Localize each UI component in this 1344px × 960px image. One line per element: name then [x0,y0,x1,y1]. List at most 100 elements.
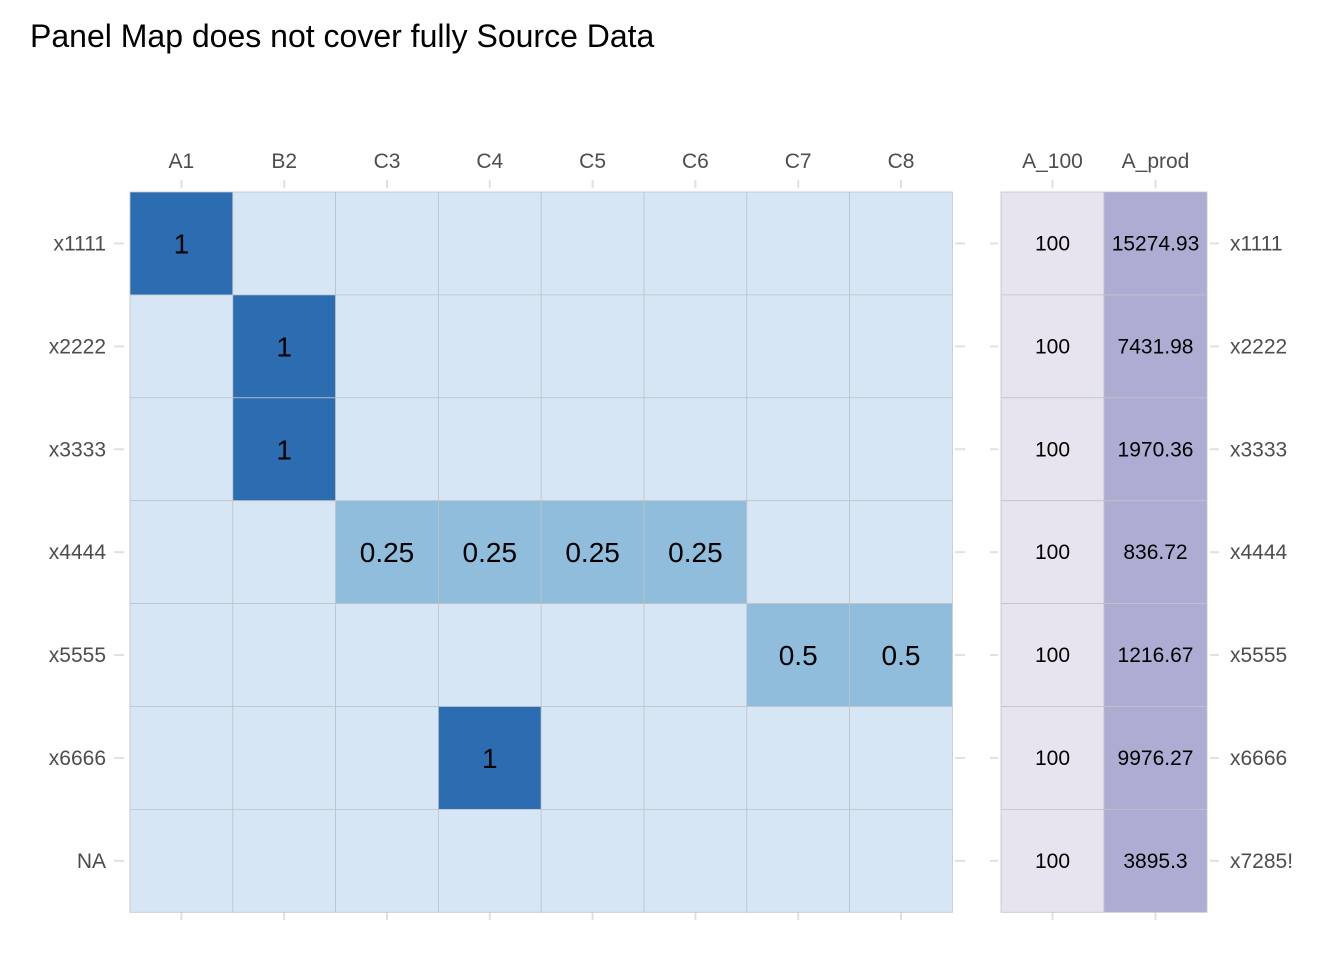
a100-value-label-x5555: 100 [1035,644,1070,667]
heatmap-cell-x4444-c5 [540,500,645,605]
y-tick-label-x2222: x2222 [49,335,106,358]
heatmap-cell-x4444-a1 [129,500,234,605]
x-tick-label-c5: C5 [579,150,606,173]
a100-cell-x1111 [1000,191,1105,296]
x-tick-label-c8: C8 [888,150,915,173]
cell-value-label-x4444-c6: 0.25 [668,537,723,568]
heatmap-cell-x1111-b2 [232,191,337,296]
aprod-cell-x5555 [1103,603,1208,707]
heatmap-cell-x4444-c6 [643,500,748,605]
x-tick-label-a-prod: A_prod [1122,150,1190,173]
cell-value-label-x1111-a1: 1 [174,228,190,259]
aprod-value-label-x1111: 15274.93 [1112,232,1200,255]
heatmap-cell-x3333-c3 [335,397,439,502]
heatmap-cell-x4444-b2 [232,500,337,605]
aprod-value-label-x6666: 9976.27 [1118,747,1194,770]
y-tick-label-right-x1111: x1111 [1230,232,1283,255]
heatmap-cell-x6666-a1 [129,706,234,810]
heatmap-cell-x6666-c7 [746,706,850,810]
aprod-cell-x1111 [1103,191,1208,296]
a100-value-label-x2222: 100 [1035,335,1070,358]
heatmap-cell-x5555-c4 [437,603,542,707]
heatmap-cell-x3333-a1 [129,397,234,502]
a100-cell-x2222 [1000,294,1105,399]
y-tick-label-x1111: x1111 [53,232,106,255]
aprod-value-label-x4444: 836.72 [1123,541,1187,564]
heatmap-cell-x3333-c7 [746,397,850,502]
y-tick-label-right-x6666: x6666 [1230,747,1287,770]
cell-value-label-x5555-c7: 0.5 [779,640,818,671]
heatmap-cell-x1111-c6 [643,191,748,296]
x-tick-label-c4: C4 [476,150,503,173]
heatmap-cell-x6666-c5 [540,706,645,810]
heatmap-cell-x6666-c3 [335,706,439,810]
heatmap-cell-x2222-b2 [232,294,337,399]
a100-value-label-x3333: 100 [1035,438,1070,461]
heatmap-cell-x5555-b2 [232,603,337,707]
heatmap-cell-x1111-c8 [849,191,953,296]
heatmap-cell-na-c3 [335,809,439,913]
heatmap-cell-x3333-c4 [437,397,542,502]
heatmap-cell-x2222-c4 [437,294,542,399]
heatmap-cell-x2222-a1 [129,294,234,399]
cell-value-label-x4444-c3: 0.25 [360,537,415,568]
heatmap-cell-x1111-c7 [746,191,850,296]
heatmap-cell-x4444-c3 [335,500,439,605]
heatmap-cell-x6666-c6 [643,706,748,810]
x-tick-label-c6: C6 [682,150,709,173]
cell-value-label-x4444-c5: 0.25 [565,537,620,568]
heatmap-cell-x4444-c4 [437,500,542,605]
aprod-cell-x4444 [1103,500,1208,605]
x-tick-label-c3: C3 [374,150,401,173]
y-tick-label-right-x7285: x7285! [1230,850,1293,873]
heatmap-cell-x1111-c4 [437,191,542,296]
heatmap-cell-na-c5 [540,809,645,913]
aprod-value-label-x3333: 1970.36 [1118,438,1194,461]
x-tick-label-a1: A1 [169,150,195,173]
heatmap-cell-x1111-c5 [540,191,645,296]
aprod-cell-x7285 [1103,809,1208,913]
a100-value-label-x1111: 100 [1035,232,1070,255]
heatmap-cell-x6666-c8 [849,706,953,810]
heatmap-cell-x4444-c8 [849,500,953,605]
heatmap-cell-x2222-c3 [335,294,439,399]
y-tick-label-right-x3333: x3333 [1230,438,1287,461]
x-tick-label-a-100: A_100 [1022,150,1083,173]
cell-value-label-x3333-b2: 1 [276,434,292,465]
aprod-value-label-x7285: 3895.3 [1123,850,1187,873]
cell-value-label-x2222-b2: 1 [276,331,292,362]
heatmap-cell-x4444-c7 [746,500,850,605]
right-heatmap-panel: A_100 A_prod x1111 x2222 x3333 x4444 x5555 x666… [990,150,1293,920]
heatmap-cell-na-c6 [643,809,748,913]
heatmap-cell-x2222-c7 [746,294,850,399]
heatmap-cell-x3333-c8 [849,397,953,502]
y-tick-label-x5555: x5555 [49,644,106,667]
heatmap-cell-x5555-c5 [540,603,645,707]
a100-cell-x6666 [1000,706,1105,810]
aprod-cell-x2222 [1103,294,1208,399]
y-tick-label-x3333: x3333 [49,438,106,461]
heatmap-cell-x6666-b2 [232,706,337,810]
aprod-cell-x3333 [1103,397,1208,502]
heatmap-cell-x2222-c6 [643,294,748,399]
cell-value-label-x4444-c4: 0.25 [463,537,518,568]
heatmap-cell-x3333-b2 [232,397,337,502]
heatmap-cell-na-b2 [232,809,337,913]
a100-cell-x7285 [1000,809,1105,913]
x-tick-label-b2: B2 [271,150,297,173]
heatmap-cell-x5555-a1 [129,603,234,707]
heatmap-cell-x5555-c8 [849,603,953,707]
heatmap-cell-x3333-c5 [540,397,645,502]
heatmap-cell-x6666-c4 [437,706,542,810]
chart-title: Panel Map does not cover fully Source Da… [30,18,655,54]
y-tick-label-right-x5555: x5555 [1230,644,1287,667]
heatmap-cell-x1111-c3 [335,191,439,296]
a100-value-label-x4444: 100 [1035,541,1070,564]
heatmap-cell-x5555-c7 [746,603,850,707]
a100-cell-x4444 [1000,500,1105,605]
y-tick-label-x4444: x4444 [49,541,107,564]
aprod-cell-x6666 [1103,706,1208,810]
heatmap-cell-na-c8 [849,809,953,913]
cell-value-label-x6666-c4: 1 [482,743,498,774]
